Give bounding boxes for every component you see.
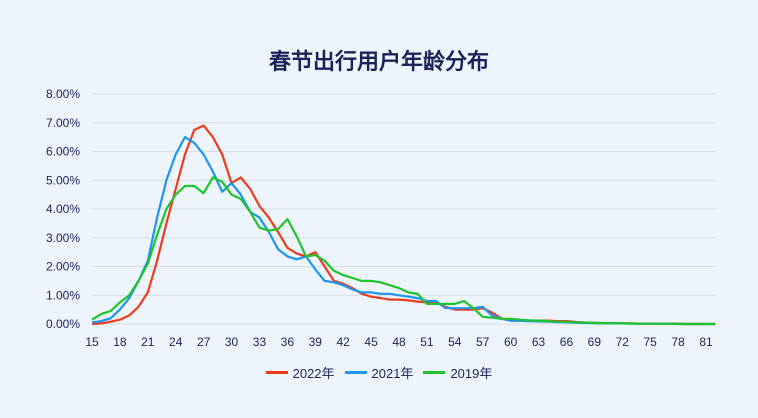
y-tick-label: 4.00% xyxy=(46,202,80,216)
x-tick-label: 72 xyxy=(616,335,630,349)
x-tick-label: 81 xyxy=(699,335,713,349)
x-tick-label: 69 xyxy=(588,335,602,349)
y-tick-label: 1.00% xyxy=(46,288,80,302)
y-tick-label: 5.00% xyxy=(46,173,80,187)
x-tick-label: 21 xyxy=(141,335,155,349)
legend-item[interactable]: 2021年 xyxy=(344,363,414,382)
legend: 2022年 2021年 2019年 xyxy=(0,363,758,382)
x-tick-label: 24 xyxy=(169,335,183,349)
x-tick-label: 78 xyxy=(671,335,685,349)
legend-swatch xyxy=(344,371,367,374)
x-tick-label: 33 xyxy=(253,335,267,349)
x-tick-label: 48 xyxy=(392,335,406,349)
series-line-2019 xyxy=(91,176,716,326)
series-line-2021 xyxy=(91,136,716,326)
y-tick-label: 0.00% xyxy=(46,317,80,331)
x-tick-label: 45 xyxy=(364,335,378,349)
x-tick-label: 60 xyxy=(504,335,518,349)
x-tick-label: 42 xyxy=(337,335,351,349)
x-tick-label: 57 xyxy=(476,335,490,349)
x-tick-label: 66 xyxy=(560,335,574,349)
x-tick-label: 54 xyxy=(448,335,462,349)
x-tick-label: 18 xyxy=(113,335,127,349)
x-tick-label: 27 xyxy=(197,335,211,349)
legend-label: 2019年 xyxy=(450,366,493,381)
x-tick-label: 36 xyxy=(281,335,295,349)
legend-item[interactable]: 2019年 xyxy=(423,363,492,382)
legend-item[interactable]: 2022年 xyxy=(265,363,335,382)
legend-swatch xyxy=(423,371,446,374)
x-tick-label: 51 xyxy=(420,335,434,349)
x-tick-label: 63 xyxy=(532,335,546,349)
x-tick-label: 39 xyxy=(309,335,323,349)
series-line-2022 xyxy=(91,124,716,326)
legend-swatch xyxy=(265,371,288,374)
y-tick-label: 7.00% xyxy=(46,116,80,130)
x-tick-label: 30 xyxy=(225,335,239,349)
legend-label: 2022年 xyxy=(292,366,335,381)
y-tick-label: 3.00% xyxy=(46,231,80,245)
y-tick-label: 8.00% xyxy=(46,87,80,101)
y-tick-label: 6.00% xyxy=(46,145,80,159)
x-tick-label: 15 xyxy=(85,335,99,349)
legend-label: 2021年 xyxy=(371,366,414,381)
y-tick-label: 2.00% xyxy=(46,260,80,274)
chart-title: 春节出行用户年龄分布 xyxy=(268,50,489,75)
x-tick-label: 75 xyxy=(644,335,658,349)
